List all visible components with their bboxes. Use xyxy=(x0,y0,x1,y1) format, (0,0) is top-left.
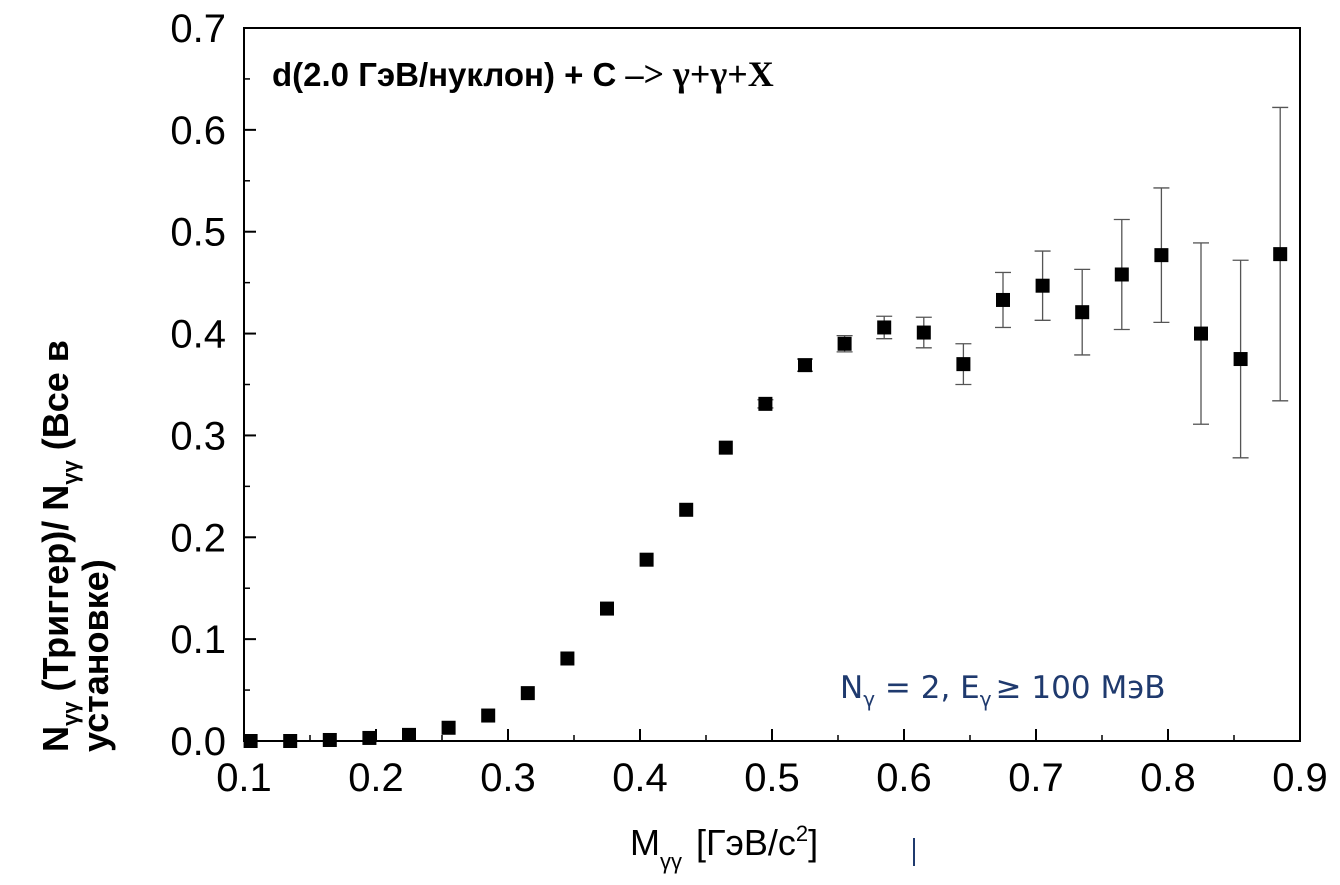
x-label-sup: 2 xyxy=(796,821,808,846)
data-points xyxy=(243,247,1288,748)
data-point xyxy=(441,720,456,735)
data-point xyxy=(520,686,535,701)
error-bars xyxy=(757,106,1289,459)
x-tick-label: 0.6 xyxy=(876,756,932,800)
y-tick-label: 0.1 xyxy=(170,618,226,662)
x-tick-label: 0.4 xyxy=(612,756,668,800)
y-tick-label: 0.4 xyxy=(170,313,226,357)
data-point xyxy=(481,708,496,723)
cut-annotation: Nγ = 2, Eγ ≥ 100 МэВ xyxy=(840,670,1165,711)
y-label-line2: установке) xyxy=(75,559,116,752)
x-tick-label: 0.2 xyxy=(348,756,404,800)
y-label-mid: (Триггер)/ N xyxy=(35,485,76,702)
annotation-n-sub: γ xyxy=(863,687,875,711)
data-point xyxy=(996,292,1010,307)
y-label-n1: N xyxy=(35,726,76,752)
data-point xyxy=(718,440,733,455)
x-axis-ticks: 0.1 0.2 0.3 0.4 0.5 0.6 0.7 0.8 0.9 xyxy=(216,729,1328,800)
x-tick-label: 0.5 xyxy=(744,756,800,800)
data-point xyxy=(243,734,258,748)
annotation-mid: = 2, E xyxy=(875,670,980,706)
data-point xyxy=(877,320,892,335)
x-label-unit: [ГэВ/c xyxy=(686,822,796,863)
data-point xyxy=(283,734,298,748)
y-label-line1: Nγγ (Триггер)/ Nγγ (Все в xyxy=(35,340,83,752)
y-tick-label: 0.7 xyxy=(170,7,226,51)
data-point xyxy=(758,396,773,411)
data-point xyxy=(1194,326,1208,341)
y-tick-label: 0.5 xyxy=(170,211,226,255)
data-point xyxy=(798,358,812,373)
data-point xyxy=(362,730,377,745)
y-axis-label: Nγγ (Триггер)/ Nγγ (Все в установке) xyxy=(35,340,116,752)
annotation-e-sub: γ xyxy=(980,687,992,711)
y-tick-label: 0.2 xyxy=(170,516,226,560)
x-tick-label: 0.3 xyxy=(480,756,536,800)
annotation-rest: ≥ 100 МэВ xyxy=(996,670,1166,706)
x-tick-label: 0.8 xyxy=(1140,756,1196,800)
data-point xyxy=(560,651,575,666)
plot-frame xyxy=(243,27,1301,742)
data-point xyxy=(402,727,416,742)
x-label-suffix: ] xyxy=(808,822,818,863)
data-point xyxy=(1075,305,1090,320)
data-point xyxy=(1154,248,1169,263)
y-label-sub1: γγ xyxy=(58,701,83,726)
x-label-sub: γγ xyxy=(660,849,682,874)
x-tick-label: 0.1 xyxy=(216,756,272,800)
x-tick-label: 0.7 xyxy=(1008,756,1064,800)
data-point xyxy=(322,732,337,747)
data-point xyxy=(916,325,931,340)
x-tick-label: 0.9 xyxy=(1272,756,1328,800)
data-point xyxy=(1035,278,1050,293)
data-point xyxy=(1114,267,1129,282)
annotation-n: N xyxy=(840,670,863,706)
data-point xyxy=(639,552,654,567)
data-point xyxy=(600,601,614,616)
chart-title: d(2.0 ГэВ/нуклон) + C –> γ+γ+X xyxy=(272,54,774,94)
data-point xyxy=(1273,247,1288,262)
chart-title-prefix: d(2.0 ГэВ/нуклон) + C xyxy=(272,56,626,93)
x-axis-label: Mγγ [ГэВ/c2] xyxy=(630,821,818,874)
y-tick-label: 0.6 xyxy=(170,109,226,153)
chart-title-reaction: –> γ+γ+X xyxy=(625,54,774,94)
data-point xyxy=(679,502,694,517)
data-point xyxy=(1233,352,1248,367)
data-point xyxy=(837,336,852,351)
y-label-end: (Все в xyxy=(35,340,76,460)
y-tick-label: 0.0 xyxy=(170,720,226,764)
data-point xyxy=(956,357,971,372)
y-label-sub2: γγ xyxy=(58,460,83,485)
x-label-base: M xyxy=(630,822,660,863)
y-tick-label: 0.3 xyxy=(170,414,226,458)
y-axis-ticks: 0.0 0.1 0.2 0.3 0.4 0.5 0.6 0.7 xyxy=(170,7,256,764)
